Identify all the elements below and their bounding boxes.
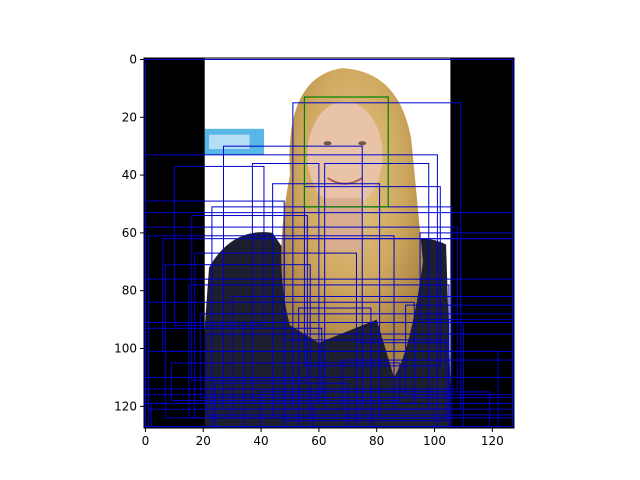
candidate-box xyxy=(303,186,441,367)
candidate-box xyxy=(355,342,450,428)
detected-face-box xyxy=(303,96,389,208)
axes-frame xyxy=(143,57,515,429)
candidate-box xyxy=(405,304,514,396)
photo-neck xyxy=(324,198,363,251)
candidate-box xyxy=(170,362,401,402)
candidate-box xyxy=(283,339,447,422)
x-tick-label: 100 xyxy=(423,434,446,448)
y-axis-ticks: 0 20 40 60 80 100 120 xyxy=(114,52,144,413)
photo-eye-right xyxy=(358,141,367,146)
x-tick-label: 60 xyxy=(311,434,326,448)
y-tick-label: 60 xyxy=(122,226,137,240)
y-tick-label: 20 xyxy=(122,110,137,124)
photo-eye-left xyxy=(323,141,332,146)
x-tick-label: 120 xyxy=(481,434,504,448)
y-tick-label: 0 xyxy=(129,52,137,66)
candidate-box xyxy=(298,307,372,428)
candidate-box xyxy=(251,163,320,404)
x-tick-label: 40 xyxy=(253,434,268,448)
y-tick-label: 40 xyxy=(122,168,137,182)
candidate-box xyxy=(173,165,265,326)
candidate-box xyxy=(419,232,514,321)
x-tick-label: 20 xyxy=(196,434,211,448)
y-tick-label: 100 xyxy=(114,342,137,356)
face-box-layer xyxy=(303,96,389,208)
candidate-box xyxy=(144,327,323,396)
photo-sign-text xyxy=(209,134,250,150)
x-tick-label: 80 xyxy=(369,434,384,448)
black-border-right xyxy=(450,58,514,428)
candidate-box xyxy=(150,402,314,428)
image-area xyxy=(144,58,514,428)
candidate-box xyxy=(191,215,308,381)
y-tick-label: 120 xyxy=(114,399,137,413)
x-axis-ticks: 0 20 40 60 80 100 120 xyxy=(142,428,504,448)
y-tick-label: 80 xyxy=(122,284,137,298)
x-tick-label: 0 xyxy=(142,434,150,448)
